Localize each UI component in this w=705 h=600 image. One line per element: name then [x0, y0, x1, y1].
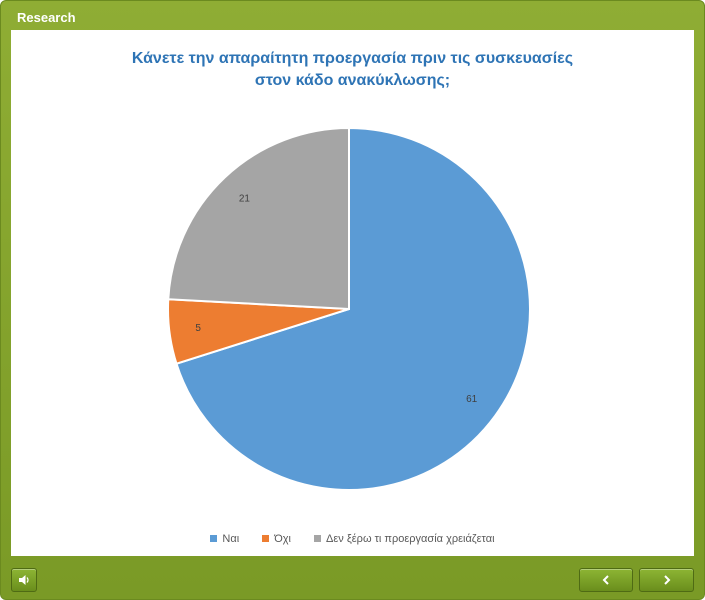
chart-title-line-1: Κάνετε την απαραίτητη προεργασία πριν τι… — [131, 50, 574, 67]
data-label-dont-know: 21 — [239, 194, 251, 205]
chart-title-line-2: στον κάδο ανακύκλωσης; — [254, 72, 451, 89]
legend-swatch-dont-know — [314, 534, 322, 542]
player-footer — [1, 557, 704, 599]
legend-swatch-no — [262, 534, 270, 542]
audio-button[interactable] — [11, 568, 37, 592]
previous-button[interactable] — [579, 568, 633, 592]
legend-swatch-yes — [210, 534, 218, 542]
speaker-icon — [19, 575, 29, 585]
data-label-no: 5 — [195, 323, 201, 334]
pie-slice-yes — [175, 126, 531, 491]
legend-label-no: Όχι — [274, 533, 291, 545]
pie-chart: 61 5 21 — [167, 126, 531, 491]
pie-slice-dont-know — [167, 126, 350, 311]
slide-content: Κάνετε την απαραίτητη προεργασία πριν τι… — [11, 30, 694, 556]
data-label-yes: 61 — [466, 394, 478, 405]
chart-title: Κάνετε την απαραίτητη προεργασία πριν τι… — [11, 48, 694, 92]
chevron-left-icon — [602, 575, 609, 585]
legend-label-dont-know: Δεν ξέρω τι προεργασία χρειάζεται — [326, 533, 495, 545]
chevron-right-icon — [663, 575, 670, 585]
legend-item-no: Όχι — [262, 533, 291, 545]
legend-item-yes: Ναι — [210, 533, 239, 545]
legend-label-yes: Ναι — [222, 533, 240, 545]
title-bar: Research — [1, 1, 704, 29]
window-title: Research — [17, 10, 76, 25]
next-button[interactable] — [639, 568, 694, 592]
chart-legend: Ναι Όχι Δεν ξέρω τι προεργασία χρειάζετα… — [11, 533, 694, 545]
legend-item-dont-know: Δεν ξέρω τι προεργασία χρειάζεται — [314, 533, 495, 545]
